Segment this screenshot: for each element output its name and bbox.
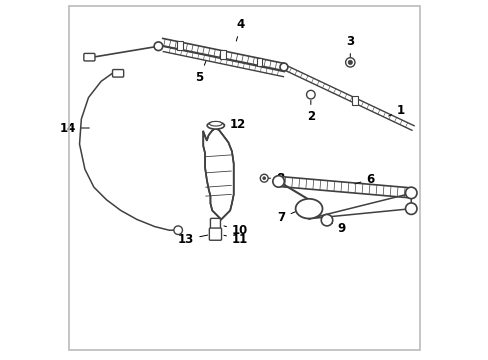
Text: 7: 7 <box>277 211 295 224</box>
Text: 5: 5 <box>195 61 205 84</box>
Circle shape <box>154 42 163 50</box>
Text: 12: 12 <box>211 118 246 131</box>
FancyBboxPatch shape <box>351 96 357 105</box>
Text: 11: 11 <box>224 233 248 246</box>
Circle shape <box>321 215 332 226</box>
Circle shape <box>345 58 354 67</box>
Text: 3: 3 <box>346 35 354 57</box>
Circle shape <box>405 187 416 199</box>
Text: 4: 4 <box>236 18 244 41</box>
Text: 14: 14 <box>60 122 89 135</box>
Ellipse shape <box>209 121 222 126</box>
FancyBboxPatch shape <box>177 41 183 50</box>
FancyBboxPatch shape <box>210 219 220 231</box>
FancyBboxPatch shape <box>112 69 123 77</box>
Circle shape <box>262 177 265 180</box>
FancyBboxPatch shape <box>209 228 221 240</box>
Text: 13: 13 <box>178 233 207 246</box>
Circle shape <box>347 60 352 64</box>
Text: 8: 8 <box>267 172 284 185</box>
FancyBboxPatch shape <box>220 50 225 59</box>
Circle shape <box>272 176 284 187</box>
FancyBboxPatch shape <box>83 53 95 61</box>
Circle shape <box>280 63 287 71</box>
Circle shape <box>260 174 267 182</box>
Text: 1: 1 <box>388 104 404 117</box>
Ellipse shape <box>295 199 322 219</box>
Circle shape <box>306 90 314 99</box>
FancyBboxPatch shape <box>256 58 262 66</box>
Circle shape <box>405 203 416 215</box>
Text: 9: 9 <box>330 221 346 235</box>
Text: 6: 6 <box>354 173 374 186</box>
Text: 10: 10 <box>224 224 248 237</box>
Circle shape <box>174 226 182 234</box>
Ellipse shape <box>207 122 224 129</box>
Text: 2: 2 <box>306 100 314 123</box>
Polygon shape <box>203 128 233 220</box>
